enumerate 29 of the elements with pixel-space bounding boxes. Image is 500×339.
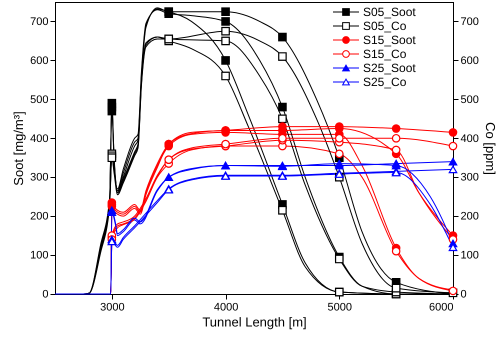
y-tick-label: 100 [30,250,48,262]
x-tick-label: 4000 [214,302,238,314]
y-tick-label: 0 [42,288,48,300]
x-tick-label: 5000 [328,302,352,314]
y-tick-label: 400 [30,132,48,145]
x-tick-label: 6000 [429,302,454,314]
y2-tick-label: 100 [460,250,479,262]
y2-tick-label: 500 [460,94,479,106]
y-tick-label: 600 [30,54,48,67]
y2-tick-label: 200 [460,210,479,223]
legend-label: S15_Co [363,47,407,61]
y-axis-title: Soot [mg/m³] [11,111,26,186]
y-tick-label: 300 [30,172,48,184]
legend-label: S25_Soot [363,61,416,75]
legend-label: S25_Co [363,75,407,89]
y2-tick-label: 300 [460,172,479,184]
legend-label: S05_Soot [363,5,416,19]
y-tick-label: 200 [30,210,48,223]
legend-label: S05_Co [363,19,407,33]
y-tick-label: 700 [30,16,48,28]
y-tick-label: 500 [30,94,48,106]
legend-label: S15_Soot [363,33,416,47]
y2-tick-label: 600 [460,54,479,67]
y2-axis-title: Co [ppm] [482,122,498,175]
y2-tick-label: 700 [460,16,479,28]
x-axis-title: Tunnel Length [m] [202,314,307,330]
x-tick-label: 3000 [100,302,125,314]
y2-tick-label: 0 [460,288,467,300]
y2-tick-label: 400 [460,132,479,145]
